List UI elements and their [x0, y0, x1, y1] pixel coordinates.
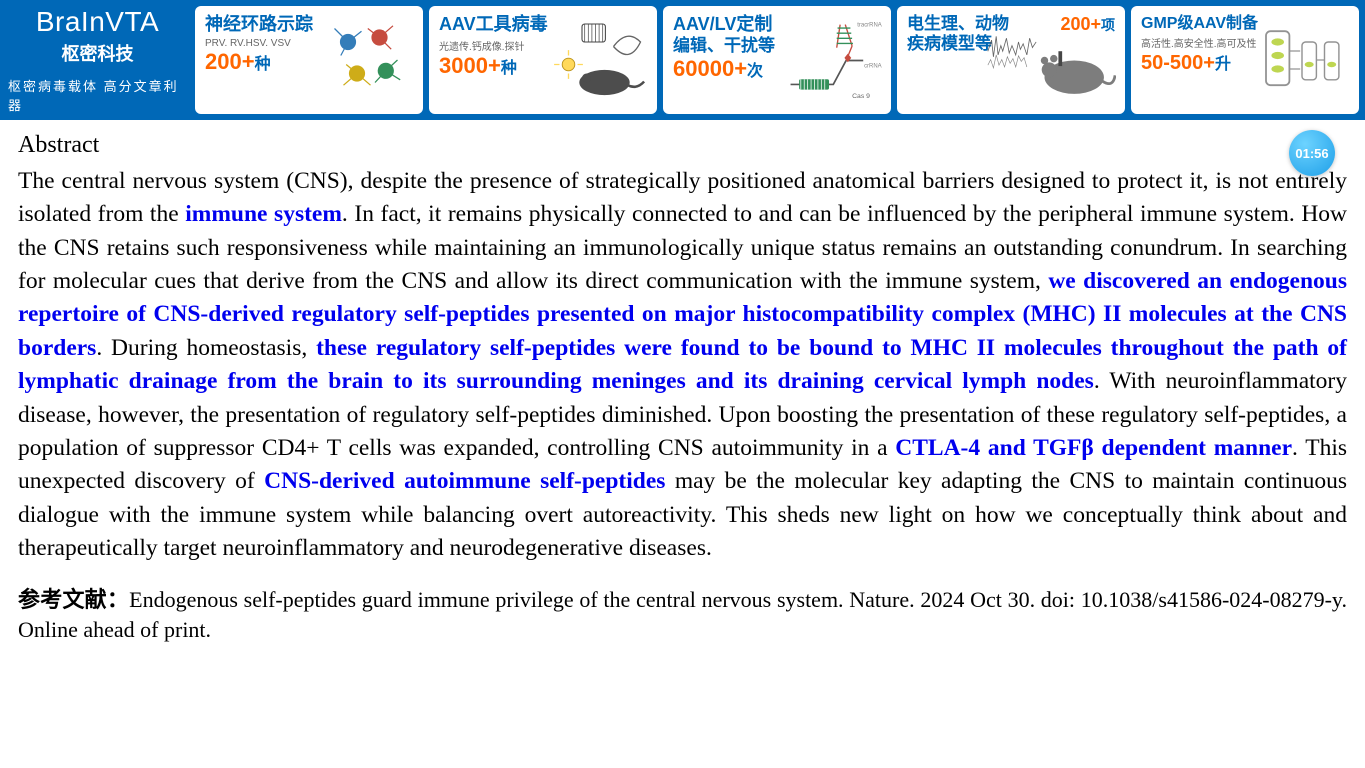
logo-section: BraInVTA 枢密科技 枢密病毒载体 高分文章利器 [0, 0, 195, 120]
reference: 参考文献：Endogenous self-peptides guard immu… [18, 585, 1347, 644]
neuron-icon [314, 12, 417, 108]
abstract-body: The central nervous system (CNS), despit… [18, 165, 1347, 565]
reference-label: 参考文献： [18, 587, 129, 612]
header-banner: BraInVTA 枢密科技 枢密病毒载体 高分文章利器 神经环路示踪 PRV. … [0, 0, 1365, 120]
bioreactor-icon [1250, 12, 1353, 108]
abstract-emphasis: CTLA-4 and TGFβ dependent manner [895, 435, 1292, 461]
cards-row: 神经环路示踪 PRV. RV.HSV. VSV 200+种 AAV工具病毒 [195, 0, 1365, 120]
card-aav-tools[interactable]: AAV工具病毒 光遗传.钙成像.探针 3000+种 [429, 6, 657, 114]
abstract-title: Abstract [18, 132, 1347, 159]
logo-sub: 枢密科技 [62, 40, 134, 66]
svg-text:tracrRNA: tracrRNA [858, 22, 883, 28]
mouse-ephys-icon [982, 12, 1119, 108]
reference-text: Endogenous self-peptides guard immune pr… [18, 587, 1347, 642]
card-electrophysiology[interactable]: 电生理、动物 疾病模型等 200+项 [897, 6, 1125, 114]
abstract-emphasis: immune system [185, 201, 342, 227]
card-gmp-aav[interactable]: GMP级AAV制备 高活性.高安全性.高可及性 50-500+升 [1131, 6, 1359, 114]
abstract-emphasis: CNS-derived autoimmune self-peptides [264, 468, 665, 494]
mouse-opto-icon [548, 12, 651, 108]
svg-text:Cas 9: Cas 9 [853, 93, 871, 100]
content-area: 01:56 Abstract The central nervous syste… [0, 120, 1365, 657]
abstract-text: . During homeostasis, [96, 335, 316, 361]
timer-badge[interactable]: 01:56 [1289, 130, 1335, 176]
card-aav-lv-custom[interactable]: AAV/LV定制 编辑、干扰等 60000+次 Cas 9 tracrRNA c… [663, 6, 891, 114]
card-neural-tracing[interactable]: 神经环路示踪 PRV. RV.HSV. VSV 200+种 [195, 6, 423, 114]
logo-tagline: 枢密病毒载体 高分文章利器 [8, 76, 187, 114]
svg-text:crRNA: crRNA [864, 63, 882, 69]
logo-main: BraInVTA [36, 6, 159, 38]
crispr-icon: Cas 9 tracrRNA crRNA [782, 12, 885, 108]
